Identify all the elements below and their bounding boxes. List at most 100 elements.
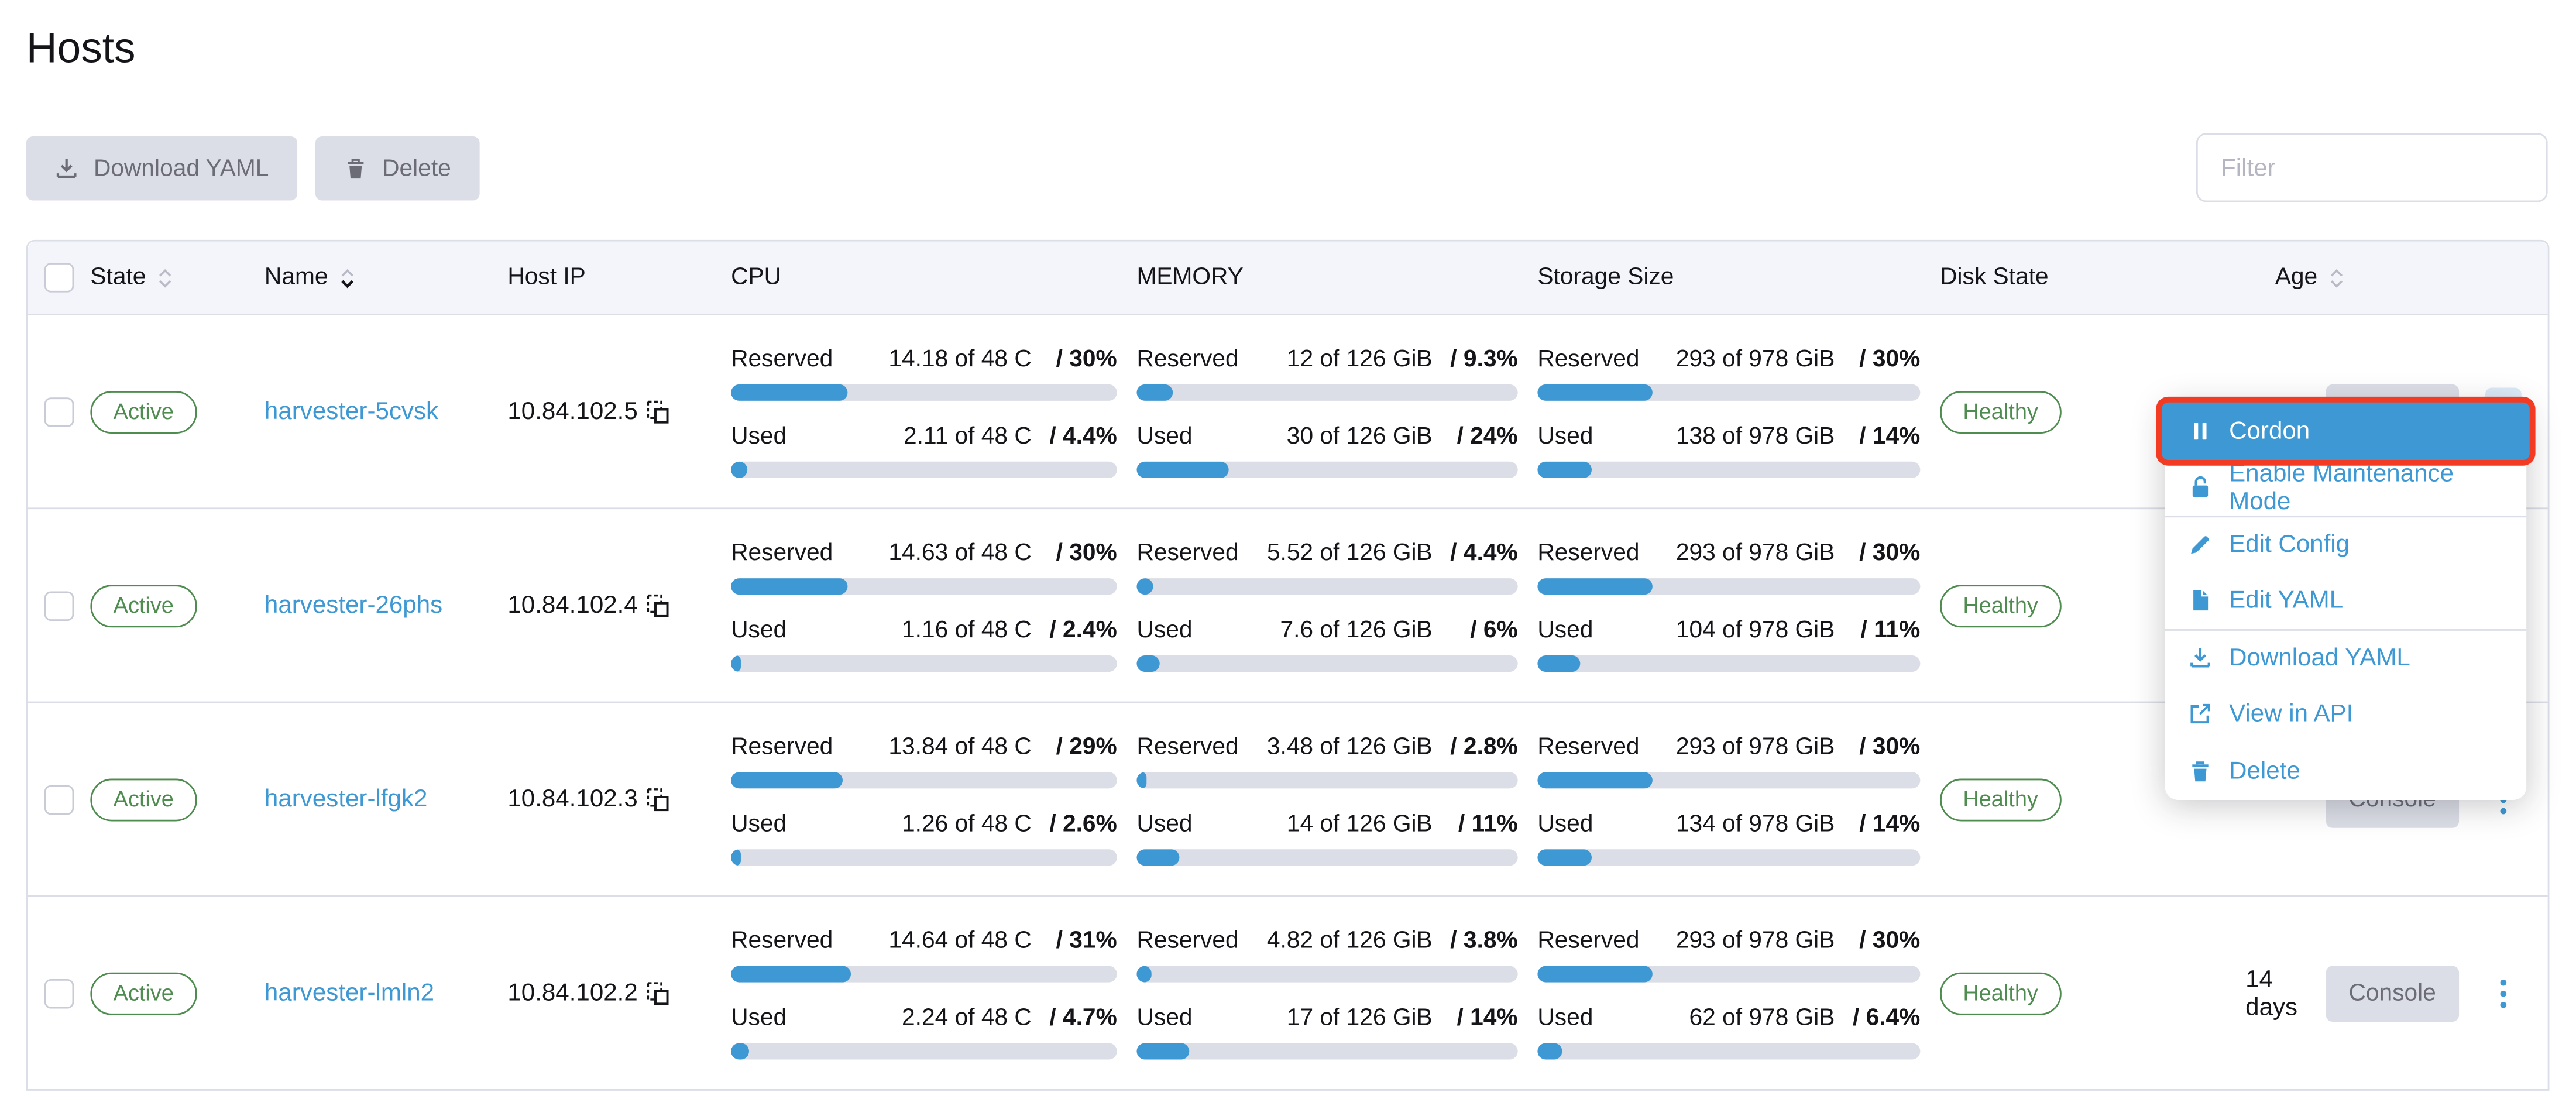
memory-cell: Reserved 4.82 of 126 GiB / 3.8% Used 17 of …	[1136, 928, 1537, 1059]
reserved-label: Reserved	[1537, 733, 1640, 760]
page-title: Hosts	[26, 23, 136, 73]
context-menu-item[interactable]: Cordon	[2162, 402, 2530, 459]
hosts-table: State Name Host IP CPU MEMORY Storage Si…	[26, 239, 2550, 1091]
cpu-used-bar	[731, 848, 1117, 865]
used-label: Used	[1537, 1004, 1593, 1031]
cpu-reserved-value: 14.64 of 48 C	[888, 927, 1032, 954]
memory-reserved-value: 4.82 of 126 GiB	[1266, 927, 1433, 954]
row-context-menu: Cordon Enable Maintenance Mode Edit Conf…	[2162, 402, 2530, 799]
cpu-cell: Reserved 14.18 of 48 C / 30% Used 2.11 of 4…	[731, 346, 1136, 478]
copy-icon[interactable]	[646, 980, 671, 1006]
context-menu-item[interactable]: Delete	[2165, 743, 2527, 799]
context-menu-item[interactable]: Enable Maintenance Mode	[2165, 459, 2527, 516]
column-header-host-ip[interactable]: Host IP	[507, 264, 586, 291]
storage-used-percent: / 6.4%	[1852, 1004, 1921, 1031]
storage-used-value: 104 of 978 GiB	[1675, 617, 1835, 643]
host-name-link[interactable]: harvester-26phs	[264, 591, 443, 620]
menu-item-label: Delete	[2229, 757, 2300, 785]
menu-item-label: View in API	[2229, 700, 2354, 729]
download-yaml-label: Download YAML	[93, 155, 269, 182]
memory-reserved-percent: / 3.8%	[1450, 927, 1518, 954]
storage-reserved-percent: / 30%	[1859, 345, 1921, 372]
download-icon	[2188, 646, 2213, 671]
trash-icon	[2188, 758, 2213, 783]
host-name-link[interactable]: harvester-5cvsk	[264, 397, 439, 426]
memory-used-value: 14 of 126 GiB	[1286, 810, 1433, 837]
host-name-link[interactable]: harvester-lmln2	[264, 978, 435, 1007]
download-yaml-button[interactable]: Download YAML	[26, 136, 297, 201]
cpu-used-percent: / 2.6%	[1049, 810, 1117, 837]
row-checkbox[interactable]	[44, 396, 74, 427]
storage-used-bar	[1537, 654, 1921, 671]
kebab-dots-icon	[2500, 978, 2506, 1008]
row-checkbox[interactable]	[44, 978, 74, 1008]
column-header-state[interactable]: State	[90, 265, 265, 291]
used-label: Used	[1537, 810, 1593, 837]
storage-cell: Reserved 293 of 978 GiB / 30% Used 138 of 9…	[1537, 346, 1940, 478]
cpu-reserved-percent: / 29%	[1056, 733, 1117, 760]
column-header-age[interactable]: Age	[2245, 265, 2547, 291]
context-menu-item[interactable]: View in API	[2165, 686, 2527, 743]
host-name-link[interactable]: harvester-lfgk2	[264, 785, 428, 813]
storage-used-bar	[1537, 1042, 1921, 1059]
used-label: Used	[731, 810, 787, 837]
cpu-used-value: 1.26 of 48 C	[902, 810, 1032, 837]
column-header-cpu[interactable]: CPU	[731, 264, 782, 291]
column-header-storage[interactable]: Storage Size	[1537, 264, 1674, 291]
context-menu-item[interactable]: Edit YAML	[2165, 572, 2527, 629]
memory-used-value: 7.6 of 126 GiB	[1280, 617, 1433, 643]
context-menu-item[interactable]: Edit Config	[2165, 516, 2527, 572]
copy-icon[interactable]	[646, 399, 671, 425]
filter-input[interactable]	[2196, 133, 2548, 202]
cpu-used-bar	[731, 461, 1117, 478]
cpu-used-value: 2.11 of 48 C	[904, 423, 1032, 449]
state-badge: Active	[90, 583, 197, 627]
select-all-checkbox[interactable]	[44, 263, 74, 293]
memory-used-percent: / 14%	[1457, 1004, 1518, 1031]
reserved-label: Reserved	[1136, 345, 1239, 372]
memory-reserved-bar	[1136, 965, 1518, 982]
row-checkbox[interactable]	[44, 590, 74, 620]
used-label: Used	[731, 617, 787, 643]
disk-state-badge: Healthy	[1940, 583, 2062, 627]
bulk-actions-toolbar: Download YAML Delete	[26, 136, 479, 201]
context-menu-item[interactable]: Download YAML	[2165, 629, 2527, 686]
column-header-name[interactable]: Name	[265, 265, 507, 291]
column-header-memory[interactable]: MEMORY	[1136, 264, 1244, 291]
file-icon	[2188, 589, 2213, 613]
row-checkbox[interactable]	[44, 784, 74, 814]
state-badge: Active	[90, 778, 197, 821]
unlock-icon	[2188, 475, 2213, 500]
delete-button[interactable]: Delete	[315, 136, 479, 201]
menu-item-label: Edit YAML	[2229, 586, 2344, 615]
trash-icon	[343, 156, 367, 181]
memory-used-percent: / 11%	[1458, 810, 1518, 837]
cpu-reserved-bar	[731, 383, 1117, 400]
row-actions-menu-button[interactable]	[2485, 969, 2522, 1018]
reserved-label: Reserved	[731, 927, 833, 954]
cpu-reserved-value: 14.63 of 48 C	[888, 540, 1032, 566]
sort-icon-active-desc	[339, 267, 354, 288]
reserved-label: Reserved	[1537, 927, 1640, 954]
copy-icon[interactable]	[646, 592, 671, 619]
console-button[interactable]: Console	[2326, 965, 2460, 1021]
memory-reserved-percent: / 2.8%	[1450, 733, 1518, 760]
used-label: Used	[1537, 617, 1593, 643]
filter-container	[2196, 133, 2548, 202]
storage-used-percent: / 14%	[1859, 423, 1921, 449]
used-label: Used	[731, 423, 787, 449]
column-header-disk-state[interactable]: Disk State	[1940, 264, 2049, 291]
cpu-reserved-bar	[731, 577, 1117, 594]
memory-reserved-value: 3.48 of 126 GiB	[1266, 733, 1433, 760]
host-ip-value: 10.84.102.4	[507, 591, 638, 620]
host-ip-value: 10.84.102.2	[507, 978, 638, 1007]
memory-reserved-bar	[1136, 383, 1518, 400]
memory-reserved-value: 12 of 126 GiB	[1286, 345, 1433, 372]
cpu-reserved-bar	[731, 771, 1117, 788]
cpu-reserved-percent: / 31%	[1056, 927, 1117, 954]
reserved-label: Reserved	[1537, 540, 1640, 566]
copy-icon[interactable]	[646, 786, 671, 812]
table-row: Active harvester-5cvsk 10.84.102.5 Reser…	[28, 315, 2548, 507]
storage-reserved-bar	[1537, 965, 1921, 982]
delete-label: Delete	[382, 155, 451, 182]
